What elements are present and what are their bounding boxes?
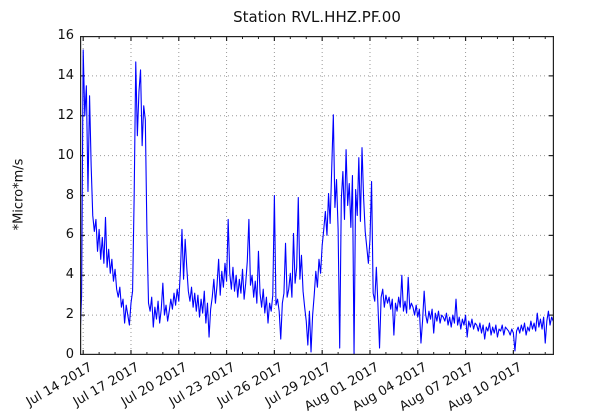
- y-tick-label: 0: [65, 347, 74, 362]
- y-tick-label: 6: [65, 227, 74, 243]
- y-tick-label: 12: [57, 107, 74, 123]
- axes-spines: [80, 36, 554, 355]
- y-tick-label: 16: [57, 28, 74, 43]
- y-tick-label: 2: [65, 307, 74, 323]
- y-tick-label: 14: [57, 67, 74, 83]
- plot-canvas: [80, 36, 554, 355]
- series-line: [80, 49, 554, 355]
- y-tick-label: 8: [65, 187, 74, 203]
- plot-area: [80, 36, 554, 355]
- y-tick-label: 10: [57, 147, 74, 163]
- chart-title: Station RVL.HHZ.PF.00: [233, 8, 401, 26]
- y-tick-label: 4: [65, 267, 74, 283]
